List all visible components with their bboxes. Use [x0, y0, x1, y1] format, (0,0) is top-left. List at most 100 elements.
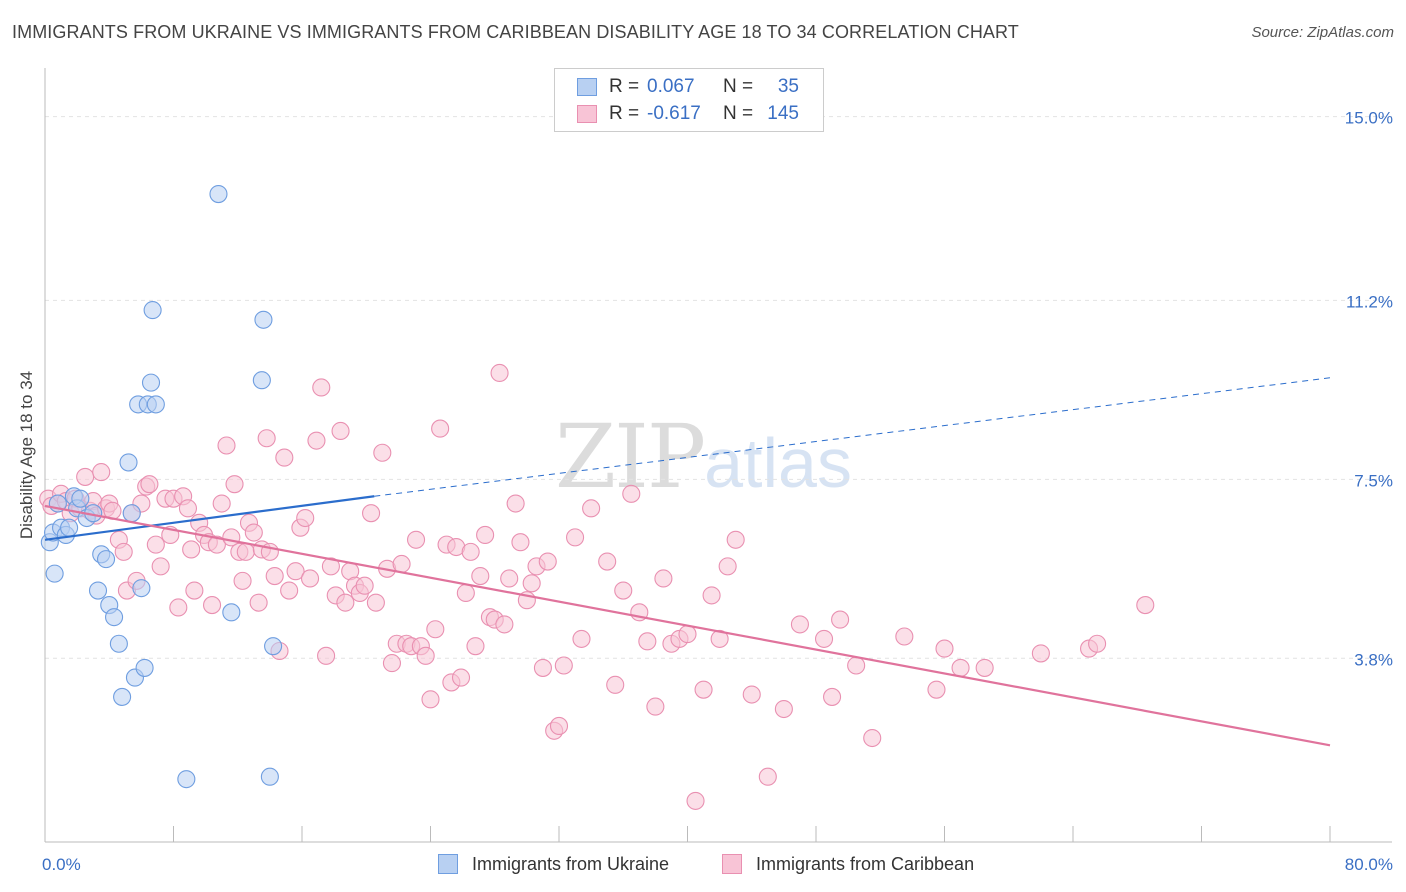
caribbean-point: [182, 540, 201, 559]
ukraine-point: [113, 687, 132, 706]
caribbean-point: [500, 569, 519, 588]
legend-n-value-caribbean: 145: [767, 103, 799, 124]
ukraine-point: [209, 185, 228, 204]
caribbean-point: [490, 363, 509, 383]
caribbean-point: [178, 499, 198, 518]
caribbean-point: [1088, 634, 1107, 653]
series-legend-ukraine: Immigrants from Ukraine: [438, 851, 669, 877]
x-tick-label-max: 80.0%: [1345, 855, 1393, 874]
caribbean-point: [431, 419, 450, 438]
legend-n-value-ukraine: 35: [777, 76, 799, 97]
caribbean-point: [185, 581, 204, 600]
caribbean-point: [140, 475, 159, 494]
caribbean-point: [355, 576, 374, 595]
caribbean-point: [307, 431, 326, 450]
caribbean-point: [451, 668, 471, 687]
series-legend-swatch-caribbean: [722, 854, 742, 874]
caribbean-point: [847, 656, 866, 675]
caribbean-point: [212, 494, 231, 513]
caribbean-point: [823, 687, 842, 706]
ukraine-trend-line: [44, 495, 375, 541]
caribbean-point: [710, 629, 729, 648]
caribbean-point: [572, 629, 591, 648]
y-tick-label: 7.5%: [1354, 471, 1393, 490]
caribbean-point: [598, 552, 617, 571]
caribbean-point: [471, 567, 490, 586]
caribbean-point: [300, 569, 320, 588]
ukraine-point: [45, 564, 64, 583]
ukraine-point: [71, 489, 90, 508]
legend-n-label-caribbean: N =: [723, 103, 754, 124]
ukraine-point: [254, 310, 273, 329]
ukraine-point: [264, 637, 283, 656]
caribbean-point: [895, 627, 914, 646]
ukraine-point: [60, 518, 79, 537]
chart-title: IMMIGRANTS FROM UKRAINE VS IMMIGRANTS FR…: [12, 22, 1019, 42]
caribbean-point: [296, 508, 315, 528]
caribbean-point: [831, 610, 850, 629]
caribbean-point: [76, 467, 95, 486]
caribbean-point: [549, 716, 569, 735]
caribbean-point: [461, 542, 480, 561]
caribbean-point: [638, 632, 657, 651]
caribbean-point: [265, 567, 284, 586]
caribbean-point: [726, 530, 745, 549]
y-tick-label: 11.2%: [1346, 292, 1393, 311]
caribbean-point: [1136, 596, 1155, 615]
ukraine-point: [119, 453, 138, 472]
caribbean-point: [233, 571, 252, 590]
source-label: Source: ZipAtlas.com: [1251, 24, 1394, 41]
caribbean-point: [814, 629, 834, 648]
caribbean-point: [169, 598, 188, 617]
caribbean-point: [702, 586, 721, 605]
legend-n-label-ukraine: N =: [723, 76, 754, 97]
ukraine-point: [252, 371, 271, 390]
caribbean-trend-line: [44, 504, 1331, 747]
caribbean-point: [606, 675, 625, 694]
legend-swatch-ukraine: [577, 78, 597, 96]
caribbean-point: [506, 494, 525, 513]
x-tick-label-min: 0.0%: [42, 855, 81, 874]
caribbean-point: [863, 728, 882, 748]
legend-r-label-ukraine: R =: [609, 76, 640, 97]
caribbean-point: [336, 593, 355, 612]
caribbean-point: [774, 699, 793, 719]
ukraine-point: [260, 767, 279, 786]
legend-row-caribbean: R = -0.617 N = 145: [577, 102, 799, 126]
caribbean-point: [373, 443, 392, 462]
caribbean-point: [654, 569, 673, 588]
caribbean-point: [114, 542, 133, 561]
caribbean-point: [92, 463, 111, 482]
ukraine-point: [96, 550, 116, 569]
caribbean-point: [151, 557, 170, 576]
caribbean-point: [1031, 644, 1050, 663]
caribbean-point: [522, 574, 541, 593]
watermark-atlas: atlas: [704, 424, 852, 502]
ukraine-point: [146, 395, 165, 414]
caribbean-point: [678, 625, 697, 644]
caribbean-point: [225, 475, 244, 494]
ukraine-point: [141, 373, 161, 392]
caribbean-point: [286, 562, 305, 581]
caribbean-point: [790, 615, 809, 634]
caribbean-point: [646, 697, 665, 716]
caribbean-point: [203, 596, 222, 615]
caribbean-point: [331, 421, 350, 441]
ukraine-point: [177, 770, 196, 789]
caribbean-point: [686, 791, 705, 810]
ukraine-point: [132, 579, 151, 598]
legend-swatch-caribbean: [577, 105, 597, 123]
y-tick-label: 15.0%: [1345, 109, 1393, 128]
caribbean-point: [312, 378, 331, 397]
caribbean-point: [511, 533, 530, 552]
caribbean-point: [362, 504, 381, 523]
legend-row-ukraine: R = 0.067 N = 35: [577, 75, 799, 99]
y-tick-label: 3.8%: [1354, 650, 1393, 669]
caribbean-point: [622, 484, 641, 503]
caribbean-point: [321, 557, 340, 576]
caribbean-point: [257, 429, 276, 448]
series-legend-swatch-ukraine: [438, 854, 458, 874]
caribbean-point: [694, 680, 713, 699]
caribbean-point: [217, 436, 236, 455]
